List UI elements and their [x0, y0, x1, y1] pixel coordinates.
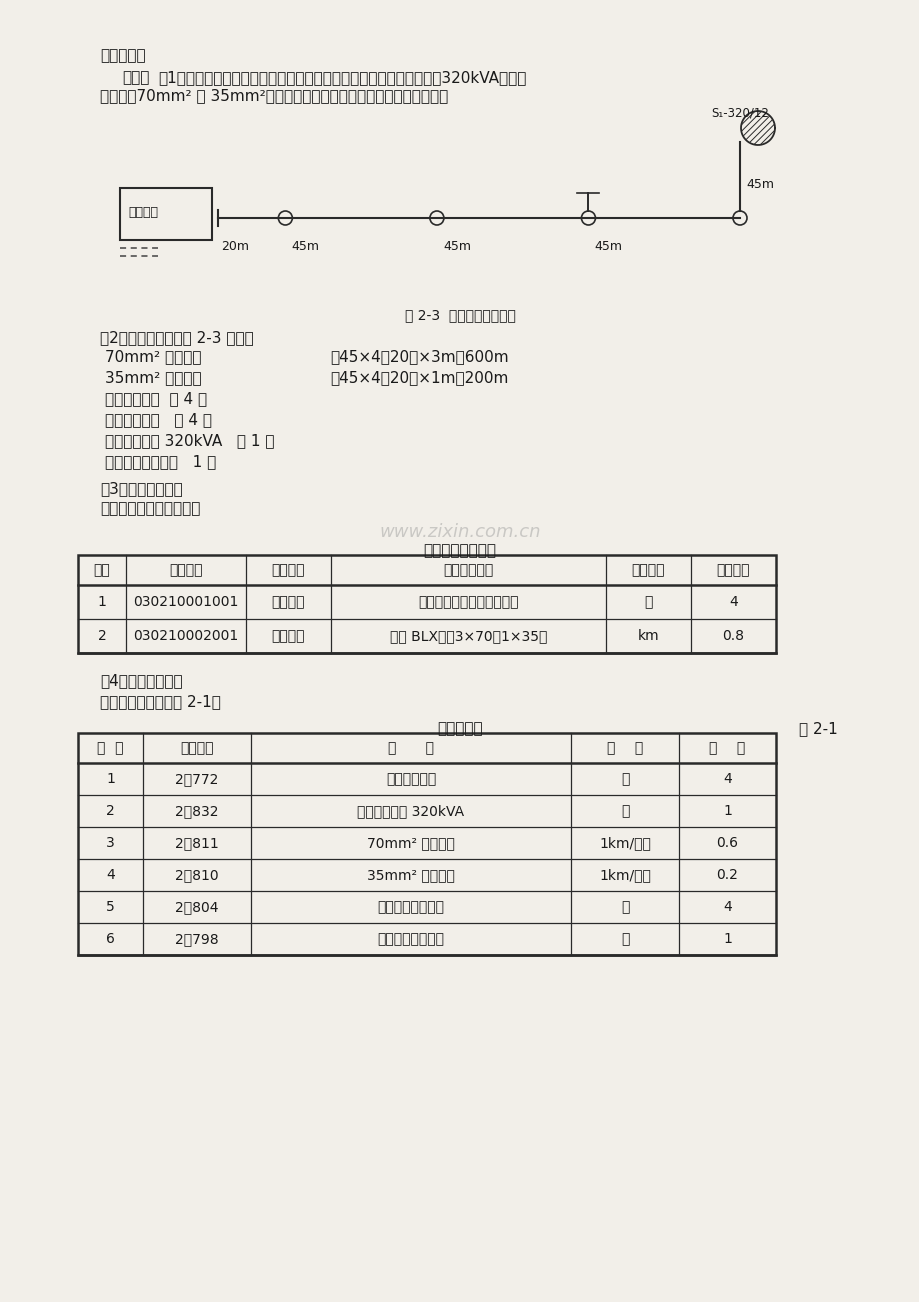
Text: 序  号: 序 号	[97, 741, 124, 755]
Text: 项目特征描述: 项目特征描述	[443, 562, 494, 577]
Text: 2－810: 2－810	[175, 868, 219, 881]
Text: 2: 2	[106, 805, 115, 818]
Text: 1: 1	[106, 772, 115, 786]
Text: 数    量: 数 量	[709, 741, 744, 755]
Text: 定额工程量计算见表 2-1。: 定额工程量计算见表 2-1。	[100, 694, 221, 710]
Text: 70mm² 导线架设: 70mm² 导线架设	[367, 836, 454, 850]
Text: 2－772: 2－772	[176, 772, 219, 786]
Text: （3）清单工程量：: （3）清单工程量：	[100, 480, 183, 496]
Text: km: km	[637, 629, 659, 643]
Polygon shape	[740, 111, 774, 145]
Text: 线架设（70mm² 和 35mm²）、普通拉线制作安装、进户线铁横担安装。: 线架设（70mm² 和 35mm²）、普通拉线制作安装、进户线铁横担安装。	[100, 89, 448, 103]
Text: 4: 4	[722, 772, 732, 786]
Text: 45m: 45m	[594, 240, 622, 253]
Text: 35mm² 导线架设: 35mm² 导线架设	[367, 868, 454, 881]
Text: 1: 1	[722, 805, 732, 818]
Bar	[119, 187, 211, 240]
Text: 45m: 45m	[745, 178, 773, 191]
Text: 杆上变台组装 320kVA   共 1 台: 杆上变台组装 320kVA 共 1 台	[105, 434, 274, 448]
Bar	[78, 733, 775, 954]
Text: （45×4＋20）×1m＝200m: （45×4＋20）×1m＝200m	[330, 370, 508, 385]
Text: 20m: 20m	[221, 240, 249, 253]
Text: 【解】: 【解】	[122, 70, 149, 85]
Text: 杆上变台组装 320kVA: 杆上变台组装 320kVA	[357, 805, 464, 818]
Text: 35mm² 导线长度: 35mm² 导线长度	[105, 370, 201, 385]
Text: 根: 根	[620, 772, 629, 786]
Text: 新建工程: 新建工程	[128, 206, 158, 219]
Text: 导线架设: 导线架设	[271, 629, 305, 643]
Text: （4）定额工程量：: （4）定额工程量：	[100, 673, 183, 687]
Text: 0.6: 0.6	[716, 836, 738, 850]
Text: 1km/单线: 1km/单线	[598, 836, 651, 850]
Text: 45m: 45m	[442, 240, 471, 253]
Text: 1: 1	[722, 932, 732, 947]
Text: 1: 1	[97, 595, 107, 609]
Text: 2－804: 2－804	[175, 900, 219, 914]
Text: 4: 4	[722, 900, 732, 914]
Text: 清单工程量计算见下表：: 清单工程量计算见下表：	[100, 501, 200, 516]
Text: 4: 4	[729, 595, 737, 609]
Text: www.zixin.com.cn: www.zixin.com.cn	[379, 523, 540, 542]
Text: 图 2-3  某外线工程平面图: 图 2-3 某外线工程平面图	[404, 309, 515, 322]
Text: 预算定额表: 预算定额表	[437, 721, 482, 736]
Text: 序号: 序号	[94, 562, 110, 577]
Text: （1）列概预算项目：概预算项目共分为混凝土电杆、杆上变台组装（320kVA）、导: （1）列概预算项目：概预算项目共分为混凝土电杆、杆上变台组装（320kVA）、导	[158, 70, 526, 85]
Text: 2－798: 2－798	[175, 932, 219, 947]
Circle shape	[581, 211, 595, 225]
Text: 5: 5	[106, 900, 115, 914]
Text: S₁-320/12: S₁-320/12	[710, 105, 768, 118]
Text: （45×4＋20）×3m＝600m: （45×4＋20）×3m＝600m	[330, 349, 508, 365]
Text: 根: 根	[620, 900, 629, 914]
Text: 项      目: 项 目	[388, 741, 434, 755]
Text: 6: 6	[106, 932, 115, 947]
Text: 单    位: 单 位	[607, 741, 642, 755]
Text: 定额编号: 定额编号	[180, 741, 213, 755]
Text: 普通拉线制作  共 4 组: 普通拉线制作 共 4 组	[105, 391, 207, 406]
Text: 项目名称: 项目名称	[271, 562, 305, 577]
Text: 计量单位: 计量单位	[631, 562, 664, 577]
Text: 0.2: 0.2	[716, 868, 738, 881]
Text: （2）基本工程量按图 2-3 计算：: （2）基本工程量按图 2-3 计算：	[100, 329, 254, 345]
Text: 2－811: 2－811	[175, 836, 219, 850]
Circle shape	[429, 211, 444, 225]
Text: 3: 3	[106, 836, 115, 850]
Text: 进户线铁横担安装   1 组: 进户线铁横担安装 1 组	[105, 454, 216, 469]
Text: 普通拉线制作安装: 普通拉线制作安装	[377, 900, 444, 914]
Text: 70mm² 导线长度: 70mm² 导线长度	[105, 349, 201, 365]
Text: 45m: 45m	[291, 240, 319, 253]
Text: 电杆组立: 电杆组立	[271, 595, 305, 609]
Text: 2: 2	[97, 629, 107, 643]
Text: 2－832: 2－832	[175, 805, 219, 818]
Text: 混凝土电杆，丘陵山区架设: 混凝土电杆，丘陵山区架设	[418, 595, 518, 609]
Text: 清单工程量计算表: 清单工程量计算表	[423, 543, 496, 559]
Text: 表 2-1: 表 2-1	[799, 721, 837, 736]
Circle shape	[278, 211, 292, 225]
Text: 0.8: 0.8	[721, 629, 743, 643]
Text: 选用 BLX－（3×70＋1×35）: 选用 BLX－（3×70＋1×35）	[390, 629, 547, 643]
Text: 工程数量: 工程数量	[716, 562, 749, 577]
Text: 030210002001: 030210002001	[133, 629, 238, 643]
Text: 定额表格。: 定额表格。	[100, 48, 145, 62]
Text: 030210001001: 030210001001	[133, 595, 238, 609]
Text: 立混凝土电杆   共 4 根: 立混凝土电杆 共 4 根	[105, 411, 211, 427]
Circle shape	[732, 211, 746, 225]
Text: 进户线铁横担安装: 进户线铁横担安装	[377, 932, 444, 947]
Text: 4: 4	[106, 868, 115, 881]
Text: 立混凝土电杆: 立混凝土电杆	[385, 772, 436, 786]
Text: 台: 台	[620, 805, 629, 818]
Text: 根: 根	[643, 595, 652, 609]
Text: 根: 根	[620, 932, 629, 947]
Bar	[78, 555, 775, 654]
Text: 项目编码: 项目编码	[169, 562, 202, 577]
Text: 1km/单线: 1km/单线	[598, 868, 651, 881]
